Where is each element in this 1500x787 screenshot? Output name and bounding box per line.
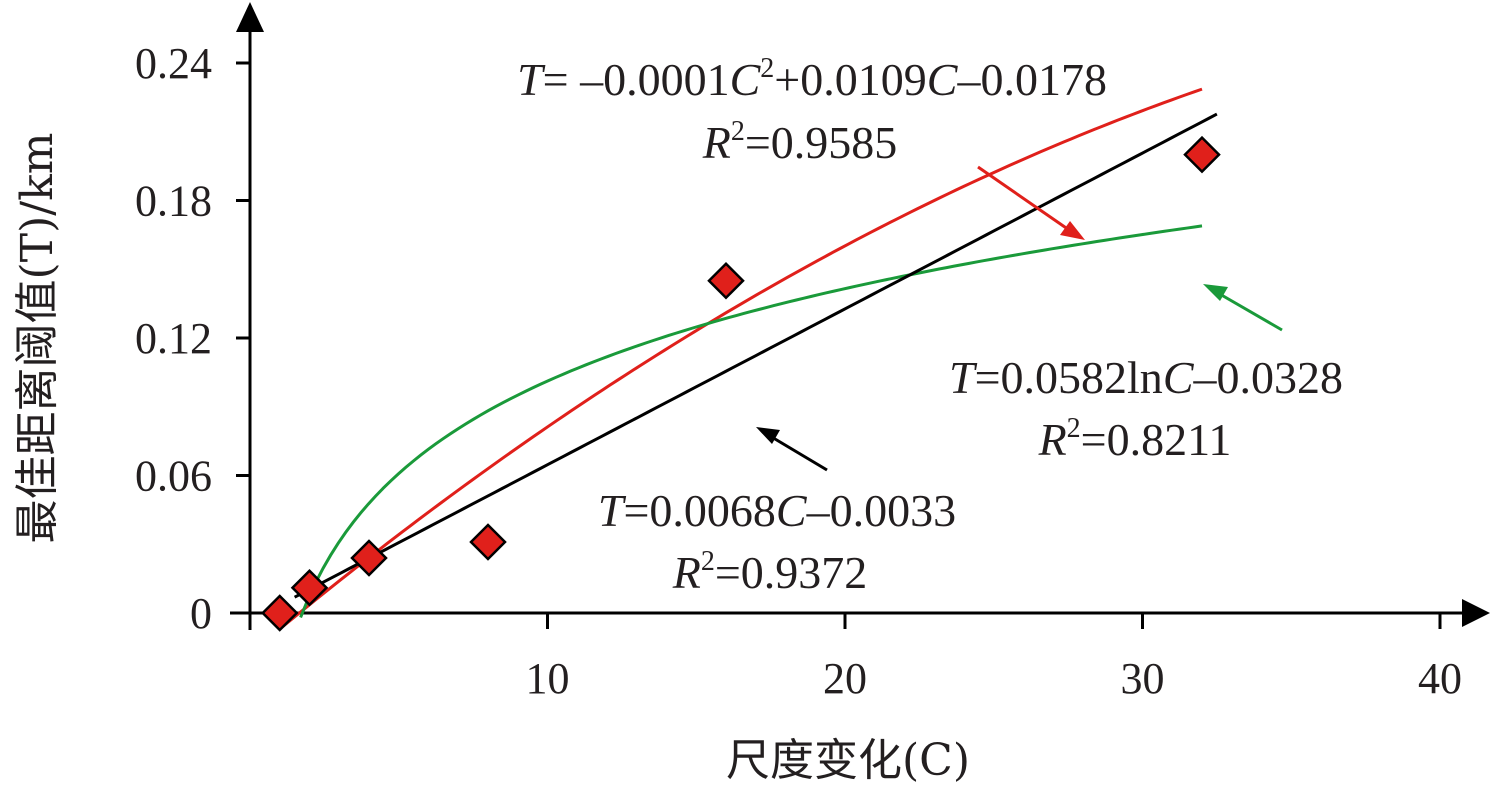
x-tick-label: 20	[823, 654, 867, 703]
green-annotation-arrow-head	[1203, 284, 1228, 301]
equation-polynomial-formula: T= –0.0001C2+0.0109C–0.0178	[517, 53, 1107, 105]
y-axis-arrow	[236, 2, 264, 32]
equation-logarithmic: T=0.0582lnC–0.0328 R2=0.8211	[949, 352, 1343, 465]
data-point	[707, 261, 745, 300]
y-tick-label: 0.18	[135, 177, 212, 226]
red-annotation-arrow-head	[1060, 221, 1085, 240]
tick-labels: 10 20 30 40 0 0.06 0.12 0.18 0.24	[135, 39, 1462, 703]
y-tick-label: 0.24	[135, 39, 212, 88]
x-axis-title: 尺度变化(C)	[726, 735, 970, 786]
equation-linear-formula: T=0.0068C–0.0033	[598, 485, 956, 536]
y-tick-label: 0.12	[135, 314, 212, 363]
data-point	[350, 539, 388, 577]
equation-polynomial-r2: R2=0.9585	[702, 116, 898, 168]
equation-polynomial: T= –0.0001C2+0.0109C–0.0178 R2=0.9585	[517, 53, 1107, 168]
equation-logarithmic-formula: T=0.0582lnC–0.0328	[949, 352, 1343, 403]
x-tick-label: 30	[1121, 654, 1165, 703]
black-annotation-arrow-head	[756, 427, 780, 444]
black-annotation-arrow	[769, 434, 828, 472]
logarithmic-fit-line	[299, 224, 1203, 618]
fit-lines	[278, 87, 1218, 631]
x-tick-label: 40	[1418, 654, 1462, 703]
data-markers	[260, 135, 1221, 632]
annotation-arrows	[756, 165, 1283, 472]
data-point	[1183, 135, 1221, 174]
red-annotation-arrow	[977, 165, 1073, 234]
data-point	[469, 523, 507, 561]
y-tick-label: 0.06	[135, 452, 212, 501]
y-tick-label: 0	[190, 589, 212, 638]
polynomial-fit-line	[278, 87, 1203, 631]
ticks	[236, 61, 1442, 629]
linear-fit-line	[293, 112, 1218, 599]
green-annotation-arrow	[1217, 291, 1283, 332]
data-point	[260, 594, 299, 632]
y-axis-title: 最佳距离阈值(T)/km	[12, 133, 63, 544]
equation-linear: T=0.0068C–0.0033 R2=0.9372	[598, 485, 956, 598]
equation-linear-r2: R2=0.9372	[672, 546, 868, 598]
x-tick-label: 10	[526, 654, 570, 703]
equation-logarithmic-r2: R2=0.8211	[1038, 413, 1232, 465]
data-point	[290, 569, 329, 607]
x-axis-arrow	[1462, 599, 1490, 627]
